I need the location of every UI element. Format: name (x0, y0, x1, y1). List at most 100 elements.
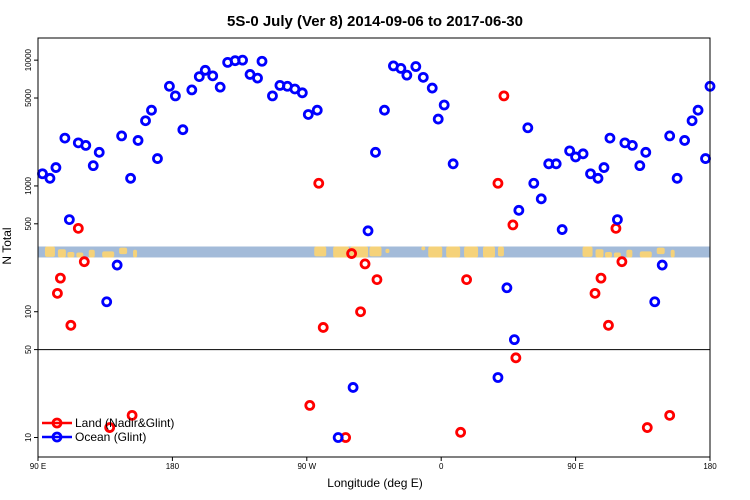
ocean-point-8 (93, 146, 105, 158)
ocean-point-53 (501, 282, 513, 294)
ocean-point-75 (656, 259, 668, 271)
y-tick-label-5000: 5000 (24, 89, 33, 107)
ocean-point-18 (169, 90, 181, 102)
ocean-point-13 (132, 135, 144, 146)
ocean-point-35 (296, 87, 308, 99)
ocean-point-4 (63, 214, 75, 226)
ocean-point-7 (87, 160, 99, 172)
land-point-22 (595, 272, 607, 284)
ocean-point-16 (152, 153, 163, 164)
x-tick-label-4: 90 E (567, 462, 583, 471)
data-points (37, 54, 716, 443)
land-point-12 (355, 306, 366, 318)
legend-label-land: Land (Nadir&Glint) (75, 416, 174, 430)
ocean-point-49 (432, 113, 444, 125)
map-land-12 (385, 248, 390, 254)
land-point-15 (455, 426, 467, 438)
land-point-7 (304, 400, 316, 411)
land-point-23 (603, 319, 614, 331)
ocean-point-54 (508, 334, 520, 346)
ocean-point-48 (426, 82, 438, 94)
ocean-point-62 (564, 145, 576, 157)
ocean-point-47 (417, 71, 429, 83)
ocean-point-19 (177, 124, 189, 136)
land-point-26 (641, 422, 653, 433)
ocean-point-66 (592, 172, 604, 184)
y-tick-label-1000: 1000 (24, 176, 33, 194)
land-point-4 (78, 256, 90, 268)
ocean-point-58 (535, 193, 547, 205)
chart-title: 5S-0 July (Ver 8) 2014-09-06 to 2017-06-… (227, 13, 523, 30)
ocean-point-39 (347, 382, 359, 393)
land-point-13 (359, 258, 371, 270)
plot-frame (37, 37, 711, 458)
ocean-point-64 (577, 148, 589, 160)
ocean-point-41 (370, 146, 381, 158)
ocean-point-78 (679, 135, 691, 146)
ocean-point-24 (214, 81, 226, 93)
ocean-point-45 (401, 69, 413, 81)
ocean-point-79 (686, 115, 698, 127)
ocean-point-36 (302, 109, 314, 120)
ocean-point-17 (164, 80, 175, 92)
ocean-point-37 (311, 104, 323, 116)
land-point-16 (461, 274, 472, 286)
x-tick-label-5: 180 (703, 462, 717, 471)
ocean-point-65 (585, 168, 596, 180)
ocean-point-80 (692, 104, 704, 116)
y-tick-label-50: 50 (24, 345, 33, 354)
ocean-point-3 (59, 132, 71, 144)
map-land-7 (133, 249, 138, 258)
x-tick-label-3: 0 (439, 462, 444, 471)
land-point-2 (65, 319, 77, 331)
ocean-point-68 (604, 132, 616, 144)
y-axis-label: N Total (0, 227, 14, 264)
land-point-27 (664, 409, 676, 421)
ocean-point-23 (207, 70, 219, 82)
legend: Land (Nadir&Glint) Ocean (Glint) (42, 416, 174, 444)
land-point-21 (589, 287, 601, 299)
ocean-point-21 (193, 71, 205, 82)
ocean-point-15 (146, 104, 157, 116)
ocean-point-38 (332, 432, 344, 443)
ocean-point-72 (634, 160, 646, 172)
ocean-point-52 (492, 372, 504, 383)
x-tick-label-0: 90 E (30, 462, 46, 471)
x-tick-label-1: 180 (166, 462, 180, 471)
ocean-point-40 (362, 225, 374, 237)
ocean-point-69 (612, 214, 623, 226)
x-axis: 90 E 180 90 W 0 90 E 180 (30, 457, 717, 471)
legend-label-ocean: Ocean (Glint) (75, 430, 146, 444)
map-land-23 (626, 249, 633, 258)
map-land-18 (497, 246, 504, 257)
ocean-point-61 (556, 224, 568, 235)
map-land-2 (67, 251, 75, 258)
land-point-9 (317, 322, 329, 333)
ocean-point-46 (410, 61, 422, 72)
ocean-point-77 (671, 172, 683, 184)
ocean-point-50 (438, 99, 450, 111)
land-point-1 (55, 272, 66, 284)
map-strip (38, 246, 710, 258)
map-land-19 (582, 246, 593, 257)
x-axis-label: Longitude (deg E) (327, 476, 422, 490)
land-point-0 (52, 287, 63, 299)
ocean-point-74 (649, 296, 661, 308)
map-land-20 (595, 249, 604, 258)
ocean-point-51 (447, 158, 459, 170)
map-land-24 (639, 251, 652, 258)
y-tick-label-500: 500 (24, 217, 33, 231)
land-point-19 (507, 219, 519, 231)
map-land-5 (102, 251, 115, 258)
map-land-25 (656, 247, 665, 255)
ocean-point-71 (626, 140, 638, 151)
legend-marker-land (51, 417, 63, 429)
map-land-3 (76, 252, 84, 258)
ocean-point-11 (116, 130, 128, 142)
ocean-point-42 (379, 104, 390, 116)
map-land-16 (464, 246, 479, 258)
map-land-22 (613, 252, 621, 258)
land-point-25 (616, 256, 628, 268)
ocean-point-2 (50, 162, 62, 173)
